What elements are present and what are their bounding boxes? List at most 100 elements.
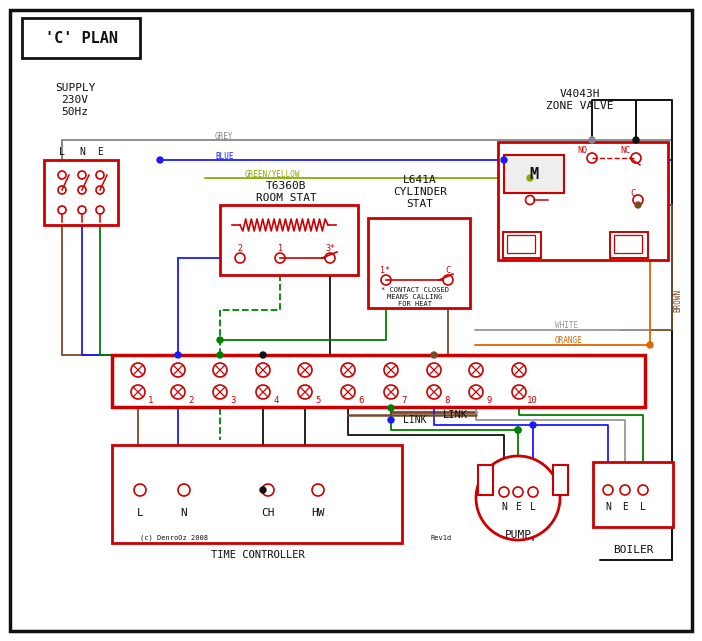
Bar: [503, 232, 541, 258]
Circle shape: [620, 485, 630, 495]
Circle shape: [513, 487, 523, 497]
Text: WHITE: WHITE: [555, 320, 578, 329]
Circle shape: [388, 405, 394, 411]
Circle shape: [384, 385, 398, 399]
Circle shape: [515, 427, 521, 433]
Circle shape: [134, 484, 146, 496]
Circle shape: [96, 206, 104, 214]
Circle shape: [476, 456, 560, 540]
Text: T6360B
ROOM STAT: T6360B ROOM STAT: [256, 181, 317, 203]
Bar: [22, 18, 140, 58]
Bar: [478, 465, 493, 495]
Bar: [112, 445, 402, 543]
Circle shape: [427, 363, 441, 377]
Text: ORANGE: ORANGE: [555, 335, 583, 344]
Circle shape: [131, 385, 145, 399]
Text: GREEN/YELLOW: GREEN/YELLOW: [245, 169, 300, 178]
Circle shape: [499, 487, 509, 497]
Circle shape: [312, 484, 324, 496]
Text: 1: 1: [148, 395, 154, 404]
Text: 4: 4: [273, 395, 279, 404]
Circle shape: [235, 253, 245, 263]
Circle shape: [58, 186, 66, 194]
Text: L: L: [137, 508, 143, 518]
Bar: [498, 142, 668, 260]
Circle shape: [512, 385, 526, 399]
Circle shape: [58, 206, 66, 214]
Bar: [504, 155, 564, 193]
Circle shape: [78, 186, 86, 194]
Circle shape: [526, 196, 534, 204]
Circle shape: [178, 484, 190, 496]
Circle shape: [589, 137, 595, 143]
Circle shape: [501, 157, 507, 163]
Circle shape: [217, 337, 223, 343]
Text: HW: HW: [311, 508, 325, 518]
Text: N: N: [79, 147, 85, 157]
Circle shape: [262, 484, 274, 496]
Text: 7: 7: [402, 395, 406, 404]
Text: V4043H
ZONE VALVE: V4043H ZONE VALVE: [546, 89, 614, 111]
Circle shape: [633, 137, 639, 143]
Text: PUMP: PUMP: [505, 530, 531, 540]
Text: LINK: LINK: [442, 410, 468, 420]
Bar: [593, 462, 673, 527]
Text: L: L: [530, 502, 536, 512]
Text: TIME CONTROLLER: TIME CONTROLLER: [211, 550, 305, 560]
Bar: [220, 205, 358, 275]
Circle shape: [256, 385, 270, 399]
Circle shape: [275, 253, 285, 263]
Circle shape: [96, 186, 104, 194]
Circle shape: [78, 206, 86, 214]
Circle shape: [171, 385, 185, 399]
Text: 'C' PLAN: 'C' PLAN: [44, 31, 117, 46]
Circle shape: [341, 363, 355, 377]
Text: E: E: [515, 502, 521, 512]
Circle shape: [58, 171, 66, 179]
Text: 3: 3: [230, 395, 236, 404]
Circle shape: [528, 487, 538, 497]
Circle shape: [635, 202, 641, 208]
Text: LINK: LINK: [403, 415, 427, 425]
Circle shape: [381, 275, 391, 285]
Text: 10: 10: [526, 395, 537, 404]
Text: N: N: [180, 508, 187, 518]
Text: E: E: [622, 502, 628, 512]
Circle shape: [631, 153, 641, 163]
Text: GREY: GREY: [215, 131, 234, 140]
Circle shape: [638, 485, 648, 495]
Bar: [368, 218, 470, 308]
Circle shape: [213, 363, 227, 377]
Circle shape: [260, 487, 266, 493]
Text: 2: 2: [188, 395, 194, 404]
Text: 1: 1: [277, 244, 282, 253]
Text: C: C: [445, 265, 451, 274]
Text: BOILER: BOILER: [613, 545, 654, 555]
Circle shape: [175, 352, 181, 358]
Text: 9: 9: [486, 395, 491, 404]
Circle shape: [431, 352, 437, 358]
Circle shape: [213, 385, 227, 399]
Bar: [507, 235, 535, 253]
Circle shape: [587, 153, 597, 163]
Text: SUPPLY
230V
50Hz: SUPPLY 230V 50Hz: [55, 83, 95, 117]
Circle shape: [171, 363, 185, 377]
Text: CH: CH: [261, 508, 274, 518]
Text: L: L: [59, 147, 65, 157]
Text: N: N: [501, 502, 507, 512]
Circle shape: [256, 363, 270, 377]
Text: BROWN: BROWN: [673, 288, 682, 312]
Text: M: M: [529, 167, 538, 181]
Text: BLUE: BLUE: [215, 151, 234, 160]
Bar: [614, 235, 642, 253]
Circle shape: [131, 363, 145, 377]
Circle shape: [527, 175, 533, 181]
Circle shape: [217, 352, 223, 358]
Circle shape: [260, 352, 266, 358]
Bar: [112, 355, 645, 407]
Bar: [610, 232, 648, 258]
Circle shape: [530, 422, 536, 428]
Circle shape: [157, 157, 163, 163]
Circle shape: [515, 427, 521, 433]
Text: NO: NO: [577, 146, 587, 154]
